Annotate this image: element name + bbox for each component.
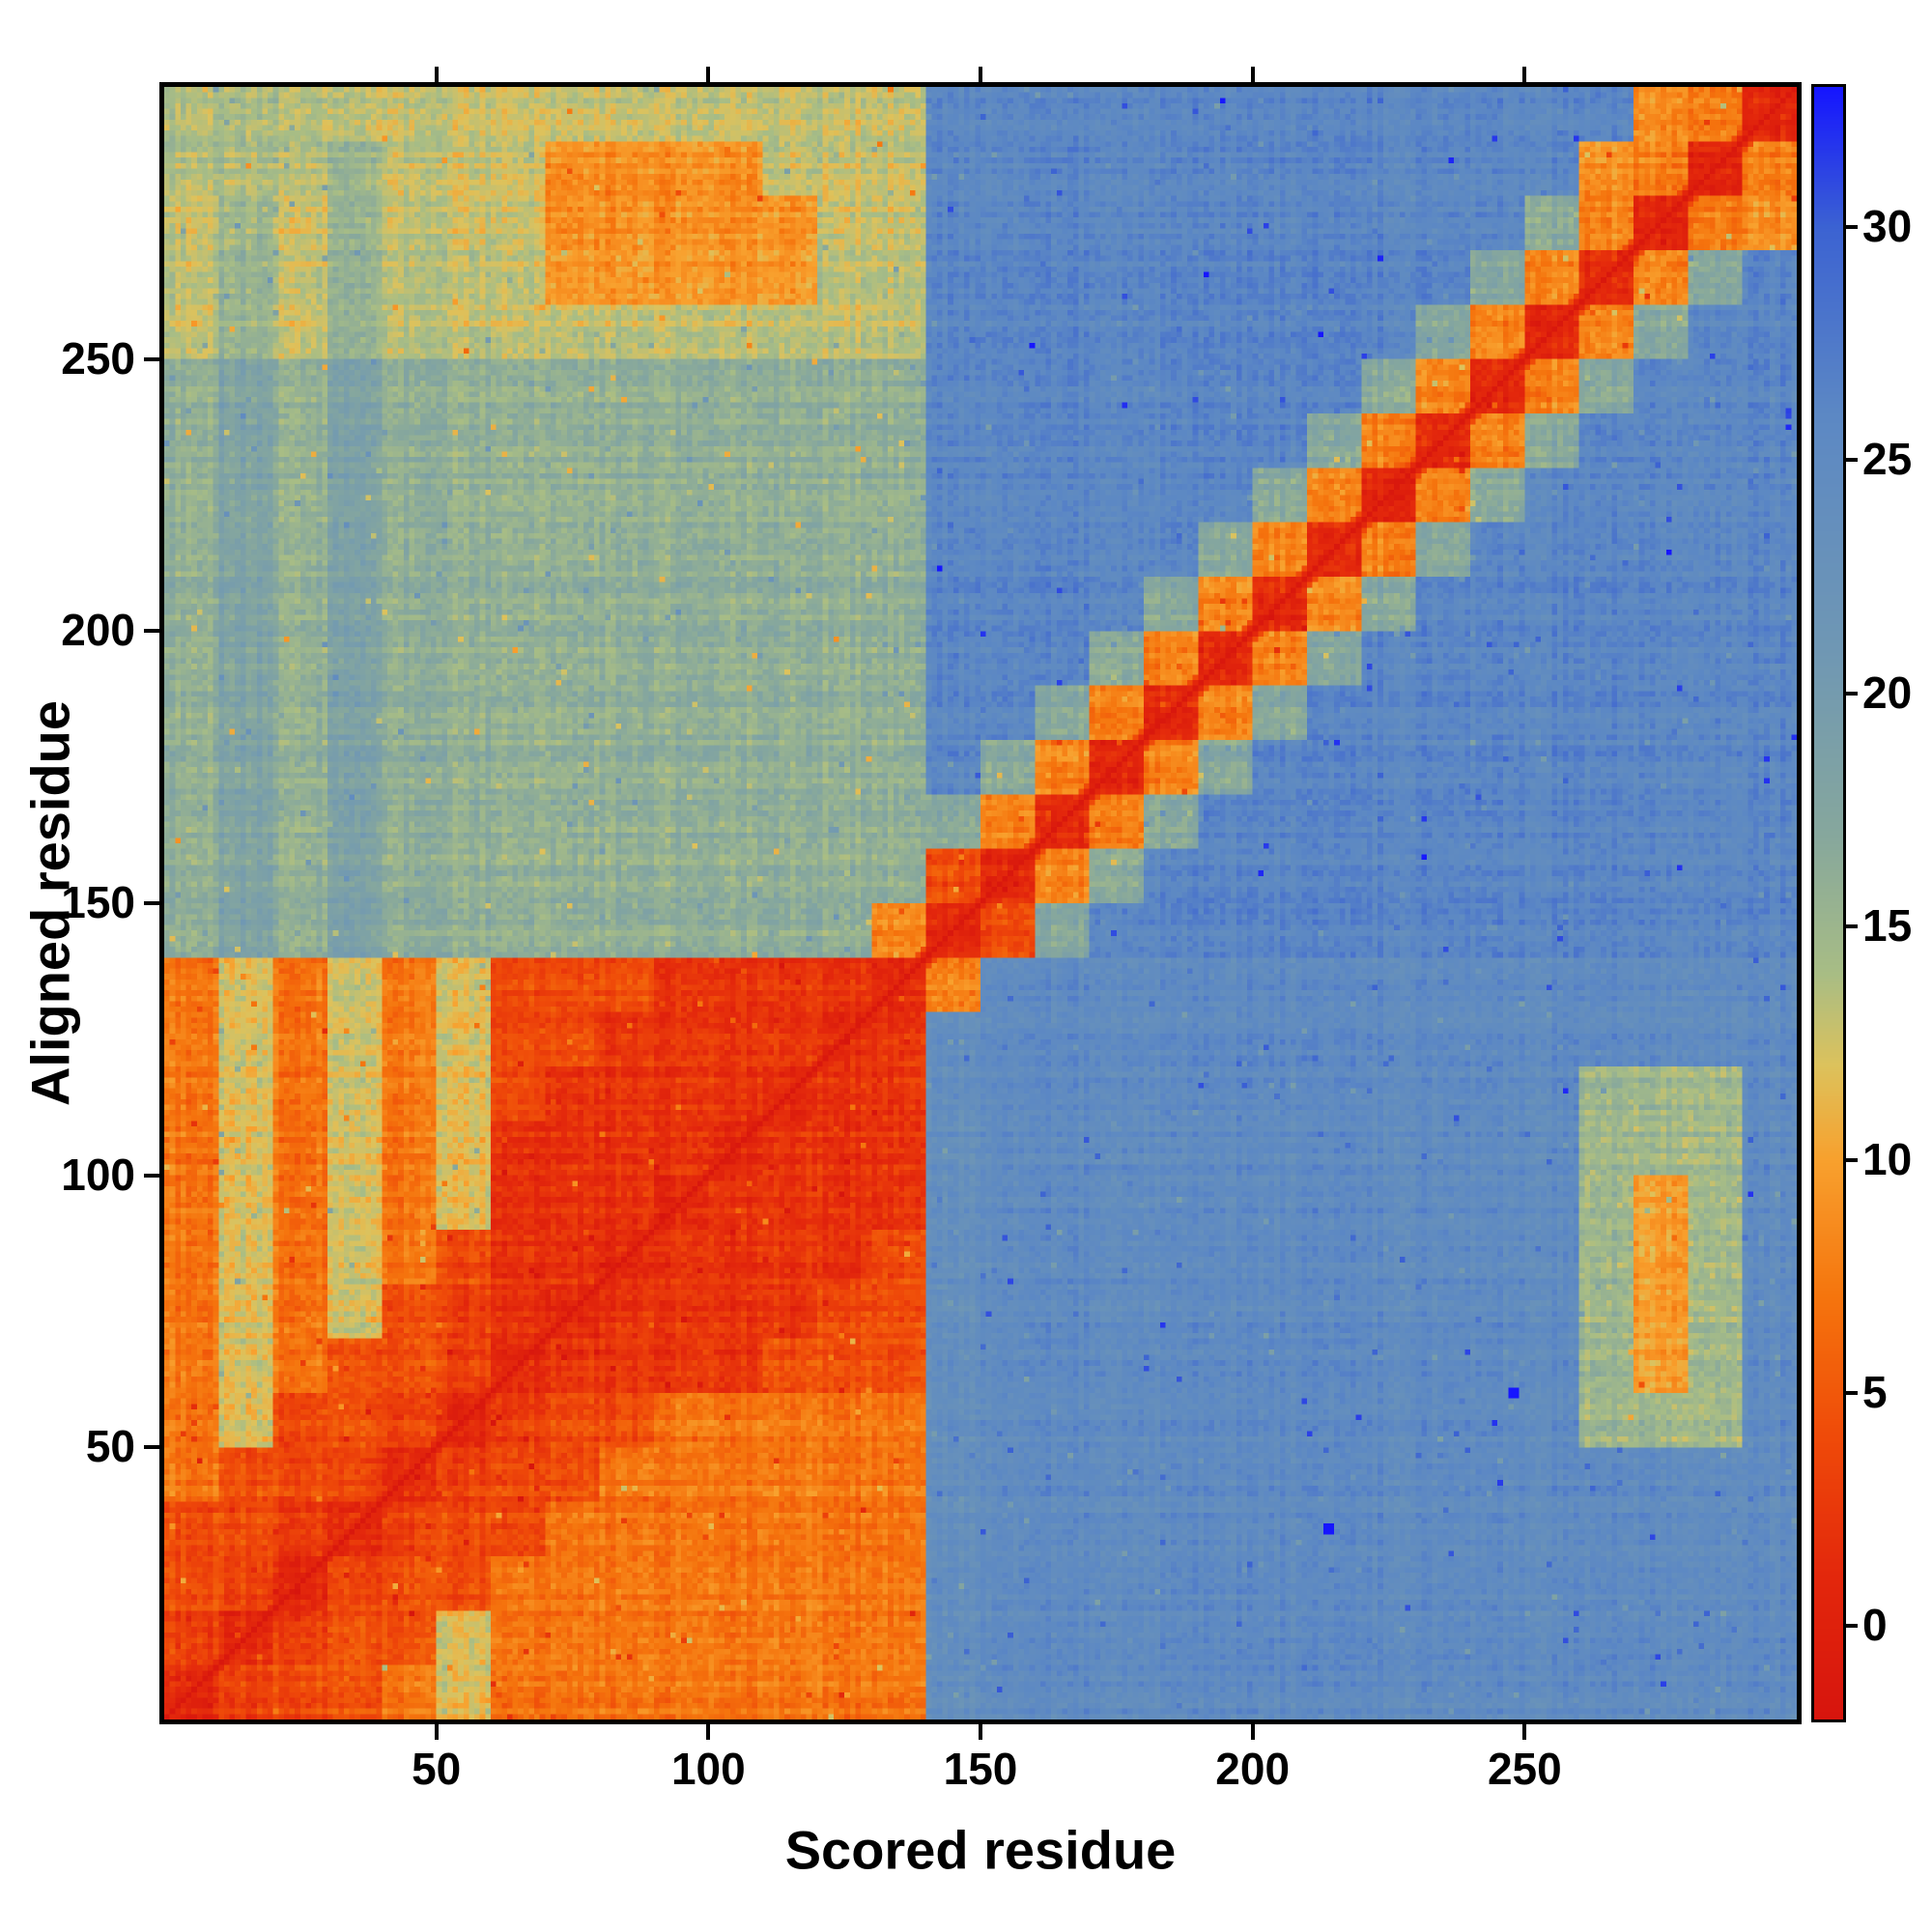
colorbar-tick-label: 30 bbox=[1862, 200, 1913, 251]
x-axis-title: Scored residue bbox=[784, 1819, 1177, 1881]
y-tick-mark bbox=[144, 1445, 159, 1450]
colorbar-gradient-canvas bbox=[1814, 87, 1843, 1719]
x-tick-mark bbox=[706, 1724, 711, 1740]
colorbar-tick-label: 5 bbox=[1862, 1367, 1888, 1417]
x-top-tick-mark bbox=[979, 67, 982, 82]
x-top-tick-mark bbox=[1522, 67, 1527, 82]
colorbar-tick-mark bbox=[1846, 224, 1858, 229]
colorbar-tick-label: 0 bbox=[1862, 1600, 1888, 1651]
plot-area bbox=[159, 82, 1802, 1724]
x-tick-mark bbox=[434, 1724, 439, 1740]
colorbar-tick-label: 10 bbox=[1862, 1133, 1913, 1184]
colorbar bbox=[1811, 84, 1846, 1722]
y-tick-label: 200 bbox=[61, 605, 135, 656]
heatmap-canvas bbox=[164, 87, 1797, 1719]
y-tick-mark bbox=[144, 356, 159, 361]
colorbar-tick-label: 20 bbox=[1862, 667, 1913, 718]
x-top-tick-mark bbox=[706, 67, 711, 82]
colorbar-tick-label: 25 bbox=[1862, 434, 1913, 485]
x-tick-mark bbox=[979, 1724, 982, 1740]
x-tick-label: 250 bbox=[1487, 1744, 1562, 1794]
colorbar-tick-mark bbox=[1846, 1157, 1858, 1162]
y-tick-label: 100 bbox=[61, 1149, 135, 1200]
y-tick-label: 250 bbox=[61, 332, 135, 384]
x-tick-mark bbox=[1250, 1724, 1255, 1740]
y-tick-label: 50 bbox=[85, 1421, 135, 1472]
x-tick-label: 100 bbox=[670, 1744, 746, 1794]
x-tick-mark bbox=[1522, 1724, 1527, 1740]
y-tick-mark bbox=[144, 1173, 159, 1178]
colorbar-tick-mark bbox=[1846, 1391, 1858, 1395]
colorbar-tick-mark bbox=[1846, 1624, 1858, 1629]
x-tick-label: 200 bbox=[1215, 1744, 1291, 1794]
y-tick-mark bbox=[144, 629, 159, 634]
x-tick-label: 150 bbox=[943, 1744, 1018, 1794]
y-tick-label: 150 bbox=[61, 877, 135, 927]
x-top-tick-mark bbox=[434, 67, 439, 82]
y-tick-mark bbox=[144, 901, 159, 905]
colorbar-tick-mark bbox=[1846, 458, 1858, 463]
colorbar-tick-mark bbox=[1846, 691, 1858, 696]
colorbar-tick-label: 15 bbox=[1862, 900, 1913, 952]
colorbar-tick-mark bbox=[1846, 924, 1858, 929]
x-tick-label: 50 bbox=[412, 1744, 462, 1794]
x-top-tick-mark bbox=[1250, 67, 1255, 82]
